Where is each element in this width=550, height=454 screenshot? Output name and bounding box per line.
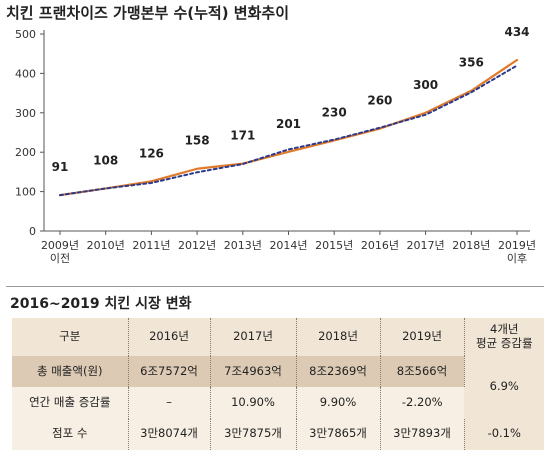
data-label: 108 (93, 153, 118, 167)
data-label: 201 (276, 117, 301, 131)
cell-stores-2018: 3만7865개 (296, 418, 381, 450)
table-title: 2016~2019 치킨 시장 변화 (10, 296, 192, 312)
x-tick-label: 2009년 이전 (41, 239, 79, 265)
chart-title: 치킨 프랜차이즈 가맹본부 수(누적) 변화추이 (6, 4, 290, 22)
x-tick-label: 2015년 (315, 239, 353, 252)
cell-stores-2016: 3만8074개 (128, 418, 211, 450)
header-avg-line1: 4개년 (490, 322, 519, 337)
header-2017: 2017년 (210, 318, 297, 356)
header-category: 구분 (12, 318, 129, 356)
header-2019: 2019년 (380, 318, 465, 356)
cell-stores-avg: -0.1% (464, 418, 544, 450)
cell-sales-avg: 6.9% (464, 356, 544, 419)
series-line-2 (59, 64, 518, 197)
row-label-stores: 점포 수 (12, 418, 129, 450)
header-avg-line2: 평균 증감률 (475, 336, 533, 350)
data-label: 260 (367, 94, 392, 108)
x-tick-label: 2011년 (132, 239, 170, 252)
data-label: 91 (52, 160, 69, 174)
cell-sales-2017: 7조4963억 (210, 356, 297, 388)
row-label-growth: 연간 매출 증감률 (12, 387, 129, 419)
row-label-sales: 총 매출액(원) (12, 356, 129, 388)
cell-sales-2016: 6조7572억 (128, 356, 211, 388)
cell-growth-2016: – (128, 387, 211, 419)
data-label: 300 (413, 78, 438, 92)
table-row-growth: 연간 매출 증감률 – 10.90% 9.90% -2.20% (12, 387, 544, 419)
data-label: 126 (139, 146, 164, 160)
table-row-sales: 총 매출액(원) 6조7572억 7조4963억 8조2369억 8조566억 … (12, 356, 544, 419)
data-label: 356 (459, 56, 484, 70)
x-tick-label: 2014년 (269, 239, 307, 252)
cell-growth-2017: 10.90% (210, 387, 297, 419)
x-tick-label: 2012년 (178, 239, 216, 252)
y-tick-label: 100 (15, 186, 36, 199)
y-tick-label: 200 (15, 146, 36, 159)
section-divider (6, 286, 544, 287)
data-label: 434 (504, 25, 529, 39)
cell-sales-2018: 8조2369억 (296, 356, 381, 388)
cell-growth-2019: -2.20% (380, 387, 464, 419)
y-tick-label: 400 (15, 67, 36, 80)
x-tick-label: 2010년 (87, 239, 125, 252)
y-tick-label: 0 (29, 225, 36, 238)
header-2018: 2018년 (296, 318, 381, 356)
x-tick-label: 2016년 (361, 239, 399, 252)
cell-stores-2017: 3만7875개 (210, 418, 297, 450)
table-header-row: 구분 2016년 2017년 2018년 2019년 4개년 평균 증감률 (12, 318, 544, 356)
y-tick-label: 300 (15, 107, 36, 120)
x-tick-label: 2017년 (407, 239, 445, 252)
x-tick-label: 2013년 (224, 239, 262, 252)
header-2016: 2016년 (128, 318, 211, 356)
x-tick-label: 2018년 (452, 239, 490, 252)
cell-growth-2018: 9.90% (296, 387, 381, 419)
market-table: 구분 2016년 2017년 2018년 2019년 4개년 평균 증감률 총 … (12, 318, 544, 450)
data-label: 230 (322, 105, 347, 119)
cell-stores-2019: 3만7893개 (380, 418, 465, 450)
table-row-stores: 점포 수 3만8074개 3만7875개 3만7865개 3만7893개 -0.… (12, 418, 544, 450)
header-avg: 4개년 평균 증감률 (464, 318, 544, 356)
data-label: 171 (230, 129, 255, 143)
x-tick-label: 2019년 이후 (498, 239, 536, 265)
y-tick-label: 500 (15, 28, 36, 41)
cell-sales-2019: 8조566억 (380, 356, 465, 388)
data-label: 158 (185, 134, 210, 148)
line-chart: 0 100 200 300 400 500 2009년 이전 2010년 2011년 2012년 20… (15, 25, 536, 265)
series-line-1 (58, 58, 519, 197)
